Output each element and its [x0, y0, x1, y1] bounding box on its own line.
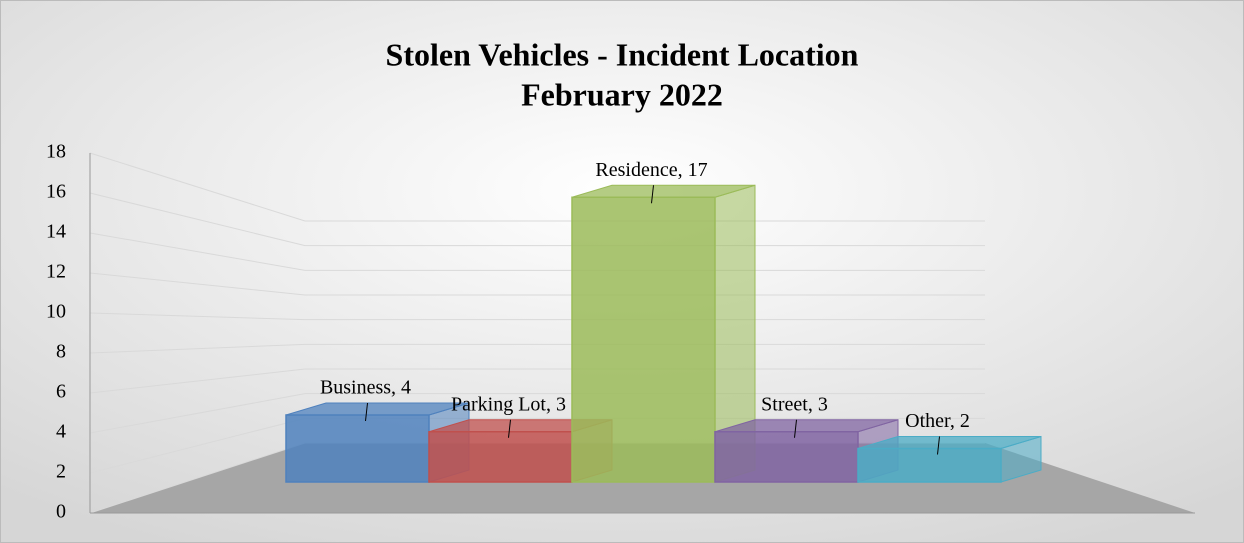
grid-line [89, 368, 306, 394]
y-tick-label: 0 [56, 501, 66, 523]
data-label: Business, 4 [320, 377, 411, 399]
grid-line [89, 417, 306, 474]
bar [714, 431, 859, 483]
grid-line [89, 272, 306, 296]
data-label: Parking Lot, 3 [451, 393, 566, 415]
y-tick-label: 2 [56, 461, 66, 483]
chart-title: Stolen Vehicles - Incident Location [386, 36, 859, 72]
y-tick-label: 6 [56, 381, 66, 403]
grid-line [89, 192, 306, 247]
data-label: Other, 2 [905, 410, 970, 432]
bar [285, 414, 430, 483]
label-leader [365, 402, 368, 422]
chart-subtitle: February 2022 [521, 76, 723, 112]
data-label: Residence, 17 [595, 159, 707, 181]
y-tick-label: 4 [56, 421, 66, 443]
label-leader [651, 185, 654, 204]
label-leader [937, 436, 940, 455]
grid-line [89, 393, 306, 434]
y-tick-label: 10 [46, 301, 66, 323]
bar [571, 196, 716, 483]
bar [857, 447, 1002, 483]
label-leader [508, 419, 511, 438]
y-tick-label: 12 [46, 261, 66, 283]
grid-line [89, 312, 306, 321]
grid-line [89, 152, 306, 222]
y-tick-label: 14 [46, 221, 66, 243]
label-leader [794, 419, 797, 438]
bar [428, 431, 573, 483]
grid-line [89, 343, 306, 354]
y-tick-label: 16 [46, 181, 66, 203]
data-label: Street, 3 [761, 393, 828, 415]
grid-line [89, 442, 306, 514]
grid-line [89, 232, 306, 271]
y-tick-label: 18 [46, 141, 66, 163]
y-tick-label: 8 [56, 341, 66, 363]
